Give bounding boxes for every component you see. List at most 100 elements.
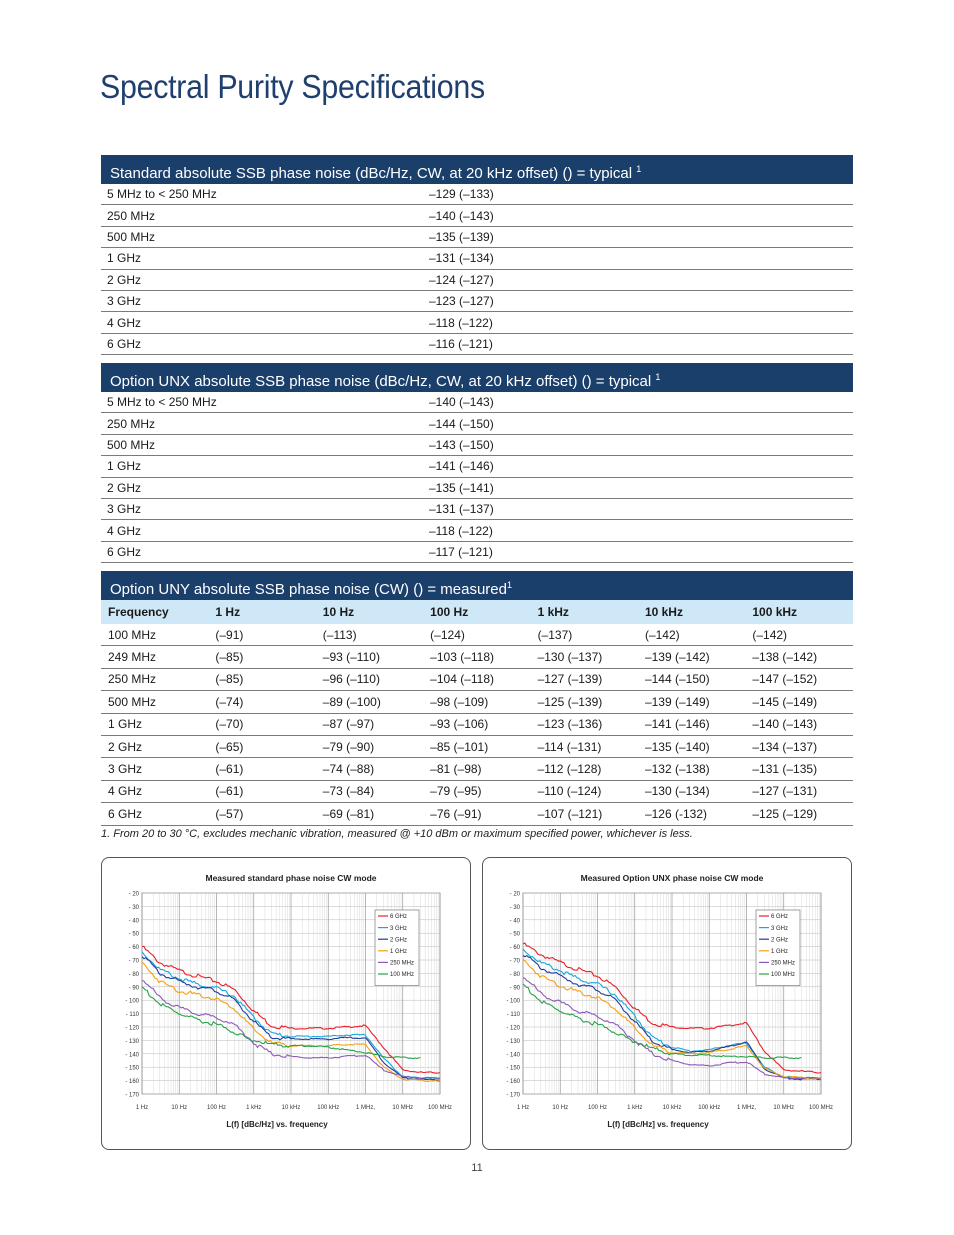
series-line	[522, 954, 822, 1081]
unx-heading-text: Option UNX absolute SSB phase noise (dBc…	[110, 373, 652, 390]
table-row: 500 MHz (–74) –89 (–100) –98 (–109) –125 (–1…	[101, 691, 853, 714]
legend-entry: 3 GHz	[390, 926, 407, 932]
phase-noise-value: –127 (–131)	[752, 784, 818, 799]
y-tick-label: - 50	[510, 932, 521, 938]
phase-noise-value: (–65)	[215, 739, 244, 754]
frequency-cell: 6 GHz	[107, 336, 142, 351]
phase-noise-value: –73 (–84)	[322, 784, 375, 799]
frequency-cell: 3 GHz	[107, 294, 142, 309]
uny-heading-footnote-ref: 1	[507, 580, 513, 590]
phase-noise-value: –129 (–133)	[429, 187, 494, 202]
frequency-cell: 250 MHz	[107, 208, 156, 223]
column-header: Frequency	[108, 605, 169, 619]
y-tick-label: - 40	[129, 918, 140, 924]
phase-noise-value: –104 (–118)	[430, 672, 494, 687]
phase-noise-value: –139 (–142)	[644, 650, 710, 665]
x-tick-label: 100 Hz	[207, 1105, 226, 1111]
uny-column-header: Frequency 1 Hz 10 Hz 100 Hz 1 kHz 10 kHz 100 k…	[101, 600, 853, 624]
uny-phase-noise-table: Option UNY absolute SSB phase noise (CW)…	[101, 571, 853, 826]
phase-noise-value: –141 (–146)	[429, 459, 494, 474]
phase-noise-value: (–124)	[430, 627, 465, 642]
phase-noise-value: –147 (–152)	[752, 672, 818, 687]
x-tick-label: 10 MHz	[773, 1105, 794, 1111]
phase-noise-value: (–142)	[752, 627, 788, 642]
table-row: 3 GHz –131 (–137)	[101, 499, 853, 521]
phase-noise-value: –139 (–149)	[644, 694, 710, 709]
x-tick-label: 10 kHz	[663, 1105, 682, 1111]
column-header: 1 kHz	[537, 605, 569, 619]
phase-noise-value: –93 (–106)	[430, 717, 489, 732]
y-tick-label: - 100	[125, 999, 139, 1005]
y-tick-label: - 50	[129, 932, 140, 938]
standard-phase-noise-table: Standard absolute SSB phase noise (dBc/H…	[101, 155, 853, 356]
phase-noise-value: –132 (–138)	[644, 762, 710, 777]
column-header: 100 kHz	[752, 605, 798, 619]
standard-table-body: 5 MHz to < 250 MHz –129 (–133) 250 MHz –140…	[101, 184, 853, 356]
standard-phase-noise-chart: Measured standard phase noise CW mode - 2…	[101, 857, 471, 1150]
table-row: 6 GHz –117 (–121)	[101, 542, 853, 564]
frequency-cell: 3 GHz	[107, 502, 142, 517]
legend-entry: 250 MHz	[771, 961, 795, 967]
phase-noise-value: –144 (–150)	[429, 416, 494, 431]
phase-noise-value: –117 (–121)	[429, 544, 493, 559]
frequency-cell: 5 MHz to < 250 MHz	[107, 187, 217, 202]
phase-noise-value: –131 (–134)	[429, 251, 494, 266]
x-axis-label: L(f) [dBc/Hz] vs. frequency	[226, 1120, 328, 1129]
frequency-cell: 4 GHz	[108, 784, 143, 799]
x-tick-label: 10 Hz	[171, 1105, 187, 1111]
y-tick-label: - 130	[506, 1039, 520, 1045]
series-line	[141, 951, 441, 1080]
phase-noise-value: –135 (–140)	[644, 739, 710, 754]
legend-entry: 6 GHz	[771, 914, 788, 920]
legend-entry: 100 MHz	[771, 972, 795, 978]
x-tick-label: 100 kHz	[698, 1105, 720, 1111]
y-tick-label: - 170	[506, 1093, 520, 1099]
phase-noise-value: –130 (–134)	[644, 784, 710, 799]
series-line	[141, 961, 441, 1082]
phase-noise-value: –76 (–91)	[430, 806, 482, 821]
y-tick-label: - 30	[129, 905, 140, 911]
y-tick-label: - 110	[126, 1012, 140, 1018]
legend-entry: 3 GHz	[771, 926, 788, 932]
legend-entry: 1 GHz	[390, 949, 407, 955]
phase-noise-value: (–113)	[322, 627, 357, 642]
table-row: 2 GHz –135 (–141)	[101, 478, 853, 499]
y-tick-label: - 70	[129, 959, 140, 965]
phase-noise-value: –103 (–118)	[430, 650, 494, 665]
phase-noise-value: –81 (–98)	[430, 762, 482, 777]
unx-table-heading: Option UNX absolute SSB phase noise (dBc…	[101, 363, 853, 392]
y-tick-label: - 150	[125, 1066, 139, 1072]
y-tick-label: - 130	[125, 1039, 139, 1045]
x-tick-label: 10 kHz	[282, 1105, 301, 1111]
y-tick-label: - 70	[510, 959, 521, 965]
y-tick-label: - 100	[506, 999, 520, 1005]
unx-chart-svg: Measured Option UNX phase noise CW mode -…	[506, 873, 833, 1129]
y-tick-label: - 40	[510, 918, 521, 924]
phase-noise-value: (–61)	[215, 762, 244, 777]
table-row: 2 GHz (–65) –79 (–90) –85 (–101) –114 (–131)…	[101, 736, 853, 759]
unx-table-body: 5 MHz to < 250 MHz –140 (–143) 250 MHz –144…	[101, 392, 853, 564]
uny-heading-text: Option UNY absolute SSB phase noise (CW)…	[110, 581, 507, 598]
phase-noise-value: (–74)	[215, 694, 244, 709]
table-row: 1 GHz (–70) –87 (–97) –93 (–106) –123 (–136)…	[101, 714, 853, 736]
y-tick-label: - 160	[125, 1079, 139, 1085]
phase-noise-value: –74 (–88)	[322, 762, 375, 777]
x-tick-label: 1 kHz	[627, 1105, 642, 1111]
column-header: 10 Hz	[322, 605, 355, 619]
series-line	[522, 983, 802, 1060]
standard-heading-text: Standard absolute SSB phase noise (dBc/H…	[110, 165, 633, 182]
phase-noise-value: (–57)	[215, 806, 244, 821]
x-tick-label: 10 MHz	[392, 1105, 413, 1111]
standard-chart-svg: Measured standard phase noise CW mode - 2…	[125, 873, 452, 1129]
series-line	[141, 986, 421, 1060]
y-tick-label: - 110	[507, 1012, 521, 1018]
phase-noise-value: –130 (–137)	[537, 650, 603, 665]
chart-title: Measured standard phase noise CW mode	[206, 873, 377, 883]
column-header: 10 kHz	[644, 605, 683, 619]
phase-noise-value: –140 (–143)	[429, 395, 494, 410]
phase-noise-value: (–70)	[215, 717, 244, 732]
x-tick-label: 100 kHz	[317, 1105, 339, 1111]
frequency-cell: 2 GHz	[107, 272, 142, 287]
table-row: 6 GHz –116 (–121)	[101, 334, 853, 356]
table-row: 4 GHz –118 (–122)	[101, 312, 853, 334]
